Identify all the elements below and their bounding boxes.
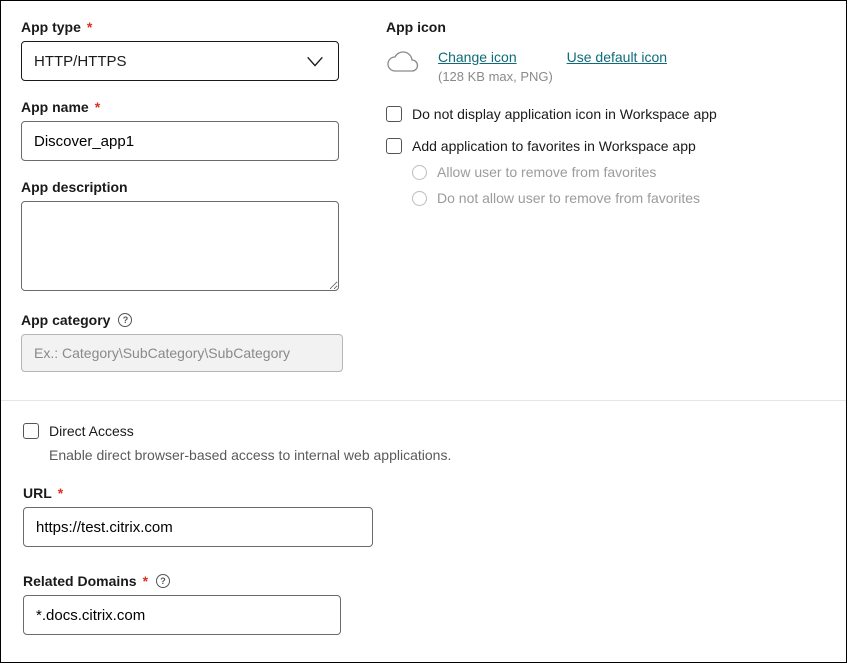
app-type-label: App type * [21, 19, 346, 35]
icon-links: Change icon Use default icon [438, 49, 667, 65]
bottom-section: Direct Access Enable direct browser-base… [21, 423, 826, 635]
help-icon[interactable]: ? [118, 313, 132, 327]
app-icon-section: App icon Change icon Use default icon (1… [386, 19, 826, 84]
app-category-placeholder: Ex.: Category\SubCategory\SubCategory [34, 345, 290, 361]
related-domains-field: Related Domains * ? [23, 573, 826, 635]
favorites-radio-group: Allow user to remove from favorites Do n… [412, 164, 826, 206]
url-input[interactable] [23, 507, 373, 547]
hide-icon-checkbox[interactable] [386, 106, 402, 122]
app-type-label-text: App type [21, 19, 81, 35]
favorites-checkbox-row: Add application to favorites in Workspac… [386, 138, 826, 154]
app-icon-heading: App icon [386, 19, 826, 35]
direct-access-checkbox[interactable] [23, 423, 39, 439]
app-description-label-text: App description [21, 179, 128, 195]
app-name-input[interactable] [21, 121, 339, 161]
chevron-down-icon [304, 50, 326, 72]
cloud-icon [386, 49, 420, 77]
related-domains-input[interactable] [23, 595, 341, 635]
allow-remove-radio[interactable] [412, 165, 427, 180]
form-panel: App type * HTTP/HTTPS App name * [0, 0, 847, 663]
section-divider [1, 400, 846, 401]
top-row: App type * HTTP/HTTPS App name * [21, 19, 826, 390]
app-name-label: App name * [21, 99, 346, 115]
app-description-label: App description [21, 179, 346, 195]
icon-row: Change icon Use default icon (128 KB max… [386, 49, 826, 84]
required-asterisk: * [143, 573, 148, 589]
disallow-remove-radio-row: Do not allow user to remove from favorit… [412, 190, 826, 206]
change-icon-link[interactable]: Change icon [438, 49, 517, 65]
favorites-label: Add application to favorites in Workspac… [412, 138, 696, 154]
allow-remove-radio-row: Allow user to remove from favorites [412, 164, 826, 180]
related-domains-label-text: Related Domains [23, 573, 137, 589]
left-column: App type * HTTP/HTTPS App name * [21, 19, 346, 390]
app-name-label-text: App name [21, 99, 89, 115]
app-category-label: App category ? [21, 312, 346, 328]
app-category-input[interactable]: Ex.: Category\SubCategory\SubCategory [21, 334, 343, 372]
url-field: URL * [23, 485, 826, 547]
related-domains-label: Related Domains * ? [23, 573, 826, 589]
icon-links-block: Change icon Use default icon (128 KB max… [438, 49, 667, 84]
disallow-remove-radio[interactable] [412, 191, 427, 206]
app-name-field: App name * [21, 99, 346, 161]
use-default-icon-link[interactable]: Use default icon [567, 49, 667, 65]
app-category-field: App category ? Ex.: Category\SubCategory… [21, 312, 346, 372]
app-type-value: HTTP/HTTPS [34, 53, 127, 70]
direct-access-label: Direct Access [49, 423, 134, 439]
help-icon[interactable]: ? [156, 574, 170, 588]
url-label: URL * [23, 485, 826, 501]
app-category-label-text: App category [21, 312, 110, 328]
url-label-text: URL [23, 485, 52, 501]
required-asterisk: * [58, 485, 63, 501]
hide-icon-label: Do not display application icon in Works… [412, 106, 717, 122]
app-description-textarea[interactable] [21, 201, 339, 291]
app-description-field: App description [21, 179, 346, 294]
allow-remove-label: Allow user to remove from favorites [437, 164, 656, 180]
direct-access-row: Direct Access [23, 423, 826, 439]
right-column: App icon Change icon Use default icon (1… [386, 19, 826, 390]
required-asterisk: * [95, 99, 100, 115]
disallow-remove-label: Do not allow user to remove from favorit… [437, 190, 700, 206]
direct-access-description: Enable direct browser-based access to in… [49, 447, 826, 463]
hide-icon-checkbox-row: Do not display application icon in Works… [386, 106, 826, 122]
favorites-checkbox[interactable] [386, 138, 402, 154]
icon-hint: (128 KB max, PNG) [438, 69, 667, 84]
app-type-field: App type * HTTP/HTTPS [21, 19, 346, 81]
required-asterisk: * [87, 19, 92, 35]
app-type-select[interactable]: HTTP/HTTPS [21, 41, 339, 81]
